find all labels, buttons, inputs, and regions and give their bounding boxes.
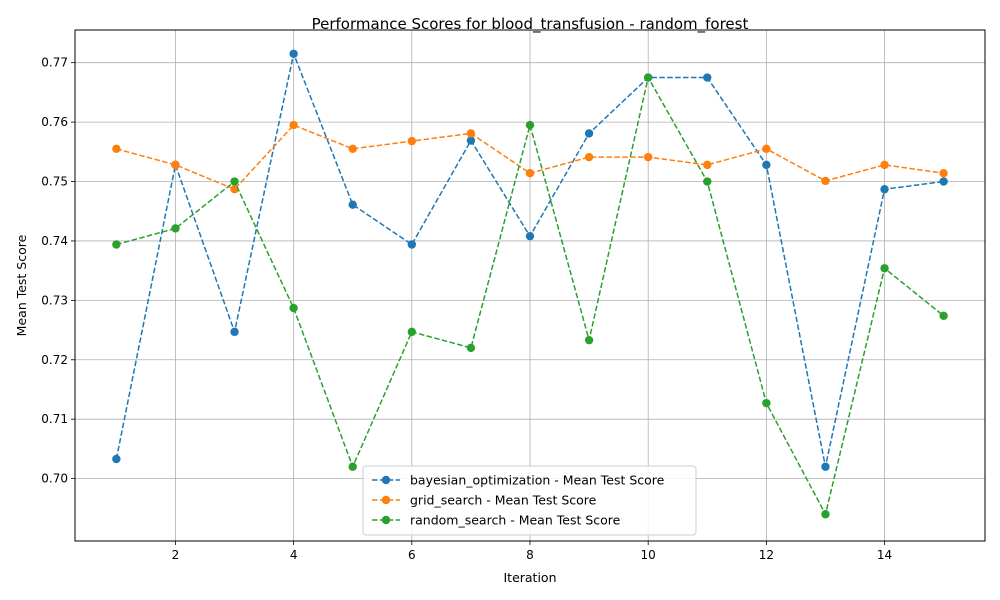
data-point xyxy=(407,240,417,249)
data-point xyxy=(643,152,653,162)
data-point xyxy=(525,120,535,130)
x-tick-label: 2 xyxy=(172,548,180,562)
chart-title: Performance Scores for blood_transfusion… xyxy=(312,15,749,34)
data-point xyxy=(289,49,298,58)
data-point xyxy=(584,152,594,162)
x-tick-label: 4 xyxy=(290,548,298,562)
y-tick-label: 0.73 xyxy=(41,293,68,307)
data-point xyxy=(466,343,476,353)
x-axis: 2 4 6 8 10 12 14 xyxy=(172,541,892,562)
data-point xyxy=(880,185,889,194)
data-point xyxy=(762,160,771,170)
data-point xyxy=(289,120,298,130)
data-point xyxy=(171,224,180,233)
data-point xyxy=(939,168,948,178)
legend-label: random_search - Mean Test Score xyxy=(410,513,621,528)
data-point xyxy=(289,303,298,313)
data-point xyxy=(939,177,948,186)
data-point xyxy=(407,327,417,337)
data-point xyxy=(762,398,771,408)
legend-marker xyxy=(381,475,391,485)
y-tick-label: 0.75 xyxy=(41,175,68,189)
data-point xyxy=(643,73,653,82)
plot-area xyxy=(74,29,986,542)
data-point xyxy=(112,454,121,464)
legend-label: bayesian_optimization - Mean Test Score xyxy=(410,473,665,488)
data-point xyxy=(821,510,830,519)
y-tick-label: 0.71 xyxy=(41,412,68,426)
y-tick-label: 0.74 xyxy=(41,234,68,248)
data-point xyxy=(525,231,535,241)
data-point xyxy=(112,240,121,249)
legend-entry: grid_search - Mean Test Score xyxy=(372,493,597,508)
series-layer xyxy=(112,49,948,519)
legend-marker xyxy=(381,515,391,525)
data-point xyxy=(407,136,417,146)
data-point xyxy=(762,144,771,154)
x-tick-label: 14 xyxy=(877,548,892,562)
legend-box xyxy=(362,465,697,536)
x-tick-label: 6 xyxy=(408,548,416,562)
data-point xyxy=(230,177,239,186)
data-point xyxy=(584,129,594,138)
y-tick-label: 0.76 xyxy=(41,115,68,129)
y-tick-label: 0.72 xyxy=(41,353,68,367)
series-1 xyxy=(112,120,948,194)
data-point xyxy=(230,327,239,337)
data-point xyxy=(703,73,712,82)
data-point xyxy=(584,335,594,345)
data-point xyxy=(880,264,889,273)
data-point xyxy=(525,168,535,178)
data-point xyxy=(703,160,712,170)
x-axis-label: Iteration xyxy=(503,570,556,585)
data-point xyxy=(703,177,712,186)
y-axis: 0.70 0.71 0.72 0.73 0.74 0.75 0.76 0.77 xyxy=(41,56,75,486)
data-point xyxy=(880,160,889,170)
y-axis-label: Mean Test Score xyxy=(14,234,29,336)
x-tick-label: 10 xyxy=(641,548,656,562)
data-point xyxy=(348,200,357,209)
legend-label: grid_search - Mean Test Score xyxy=(410,493,597,508)
y-tick-label: 0.77 xyxy=(41,56,68,70)
series-line xyxy=(116,75,945,517)
data-point xyxy=(348,144,357,154)
y-tick-label: 0.70 xyxy=(41,472,68,486)
data-point xyxy=(466,129,476,138)
legend-entry: bayesian_optimization - Mean Test Score xyxy=(372,473,665,488)
x-tick-label: 8 xyxy=(526,548,534,562)
series-2 xyxy=(112,73,948,519)
legend: bayesian_optimization - Mean Test Score g… xyxy=(362,465,697,536)
x-tick-label: 12 xyxy=(759,548,774,562)
data-point xyxy=(112,144,121,154)
data-point xyxy=(466,136,476,145)
data-point xyxy=(939,311,948,321)
legend-entry: random_search - Mean Test Score xyxy=(372,513,621,528)
legend-marker xyxy=(381,495,391,505)
data-point xyxy=(171,160,180,170)
data-point xyxy=(821,176,830,186)
data-point xyxy=(348,462,357,471)
data-point xyxy=(821,462,830,471)
